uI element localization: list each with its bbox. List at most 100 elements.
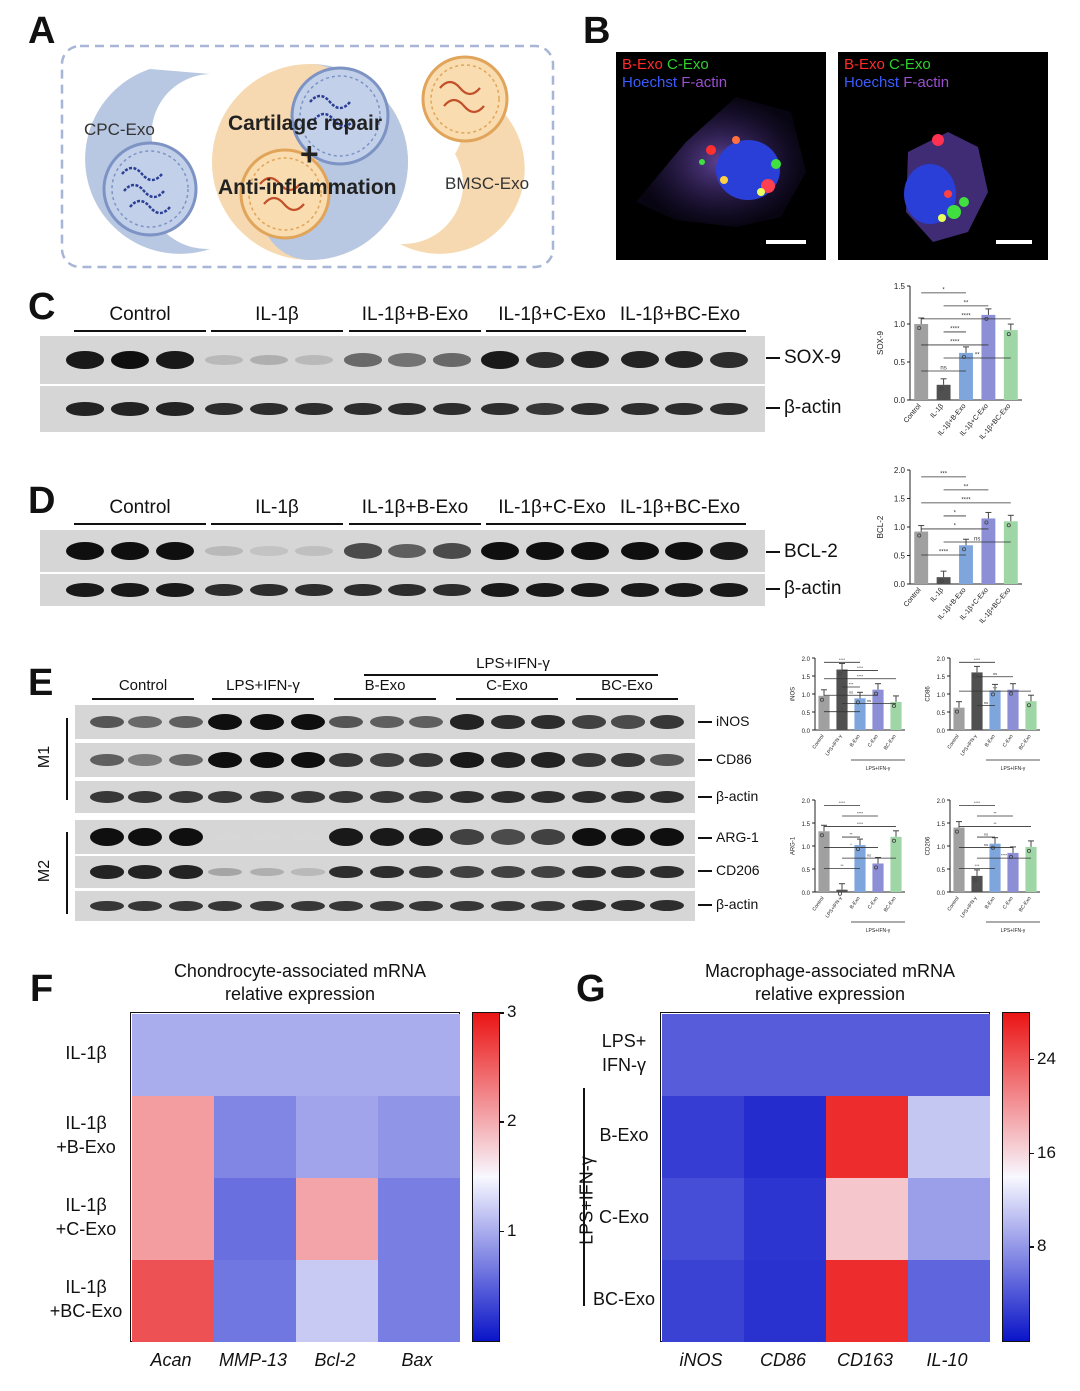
y-tick-label: 1.0	[802, 693, 811, 699]
blot-band	[169, 828, 203, 846]
blot-group-line	[486, 523, 618, 525]
blot-band	[491, 829, 525, 845]
blot-band	[128, 715, 162, 728]
panel-label-f: F	[30, 968, 54, 1010]
heatmap-col-label: Bcl-2	[314, 1350, 356, 1370]
data-point	[856, 700, 861, 705]
blot-band	[650, 753, 684, 767]
x-tick-label: Control	[946, 896, 960, 913]
heatmap-cell	[295, 1177, 378, 1260]
blot-band	[481, 583, 519, 597]
blot-band	[156, 402, 194, 416]
data-point	[1009, 691, 1014, 696]
data-point	[874, 865, 879, 870]
blot-band	[329, 791, 363, 803]
blot-band	[208, 867, 242, 877]
blot-band	[205, 355, 243, 365]
blot-band	[370, 753, 404, 767]
bar	[1003, 521, 1018, 584]
significance-label: ns	[940, 366, 946, 372]
heatmap-f-title-line1: Chondrocyte-associated mRNA	[173, 961, 427, 981]
blot-band	[531, 714, 565, 730]
blot-band	[526, 351, 564, 369]
blot-group-line	[74, 523, 206, 525]
cd206-label: CD206	[698, 862, 760, 878]
blot-band	[329, 752, 363, 768]
blot-band	[611, 791, 645, 803]
blot-group-label: IL-1β+C-Exo	[498, 304, 606, 325]
blot-band	[370, 715, 404, 729]
factin-legend: F-actin	[681, 74, 728, 91]
heatmap-cell	[213, 1259, 296, 1342]
data-point	[939, 579, 944, 584]
blot-band	[388, 353, 426, 367]
data-point	[962, 547, 967, 552]
lps-ifn-group-label: LPS+IFN-γ	[476, 655, 550, 672]
heatmap-cell	[661, 1259, 744, 1342]
blot-band	[66, 351, 104, 369]
significance-label: ***	[940, 471, 948, 477]
blot-band	[66, 542, 104, 560]
heatmap-cell	[825, 1177, 908, 1260]
heatmap-f-title-line2: relative expression	[224, 984, 376, 1004]
blot-band	[90, 828, 124, 846]
colorbar-tick	[1029, 1152, 1034, 1155]
x-tick-label: LPS+IFN-γ	[960, 895, 979, 919]
bar	[959, 352, 973, 400]
inos-label: iNOS	[698, 713, 749, 729]
x-tick-label: LPS+IFN-γ	[825, 733, 844, 757]
y-axis-label: BCL-2	[876, 515, 885, 538]
blot-band	[90, 865, 124, 879]
blot-group-line	[334, 698, 436, 700]
x-tick-label: Control	[903, 402, 923, 424]
blot-band	[90, 715, 124, 729]
blot-band	[90, 753, 124, 767]
blot-band	[450, 791, 484, 803]
blot-band	[344, 543, 382, 559]
blot-band	[295, 355, 333, 365]
data-point	[962, 354, 967, 359]
blot-band	[329, 900, 363, 912]
y-tick-label: 0.0	[894, 580, 906, 589]
heatmap-cell	[213, 1013, 296, 1096]
significance-label: ****	[1001, 853, 1008, 858]
heatmap-cell	[131, 1259, 214, 1342]
factin-legend-2: F-actin	[903, 74, 950, 91]
blot-band	[388, 543, 426, 558]
x-tick-label: B-Exo	[984, 734, 997, 749]
heatmap-cell	[295, 1259, 378, 1342]
y-tick-label: 0.5	[894, 552, 906, 561]
blot-band	[531, 829, 565, 845]
heatmap-cell	[825, 1095, 908, 1178]
m1-bracket	[66, 718, 68, 800]
significance-label: ns	[984, 832, 988, 837]
blot-group-label: LPS+IFN-γ	[226, 677, 300, 694]
blot-group-label: IL-1β	[255, 304, 299, 325]
colorbar-tick-label: 24	[1037, 1048, 1056, 1068]
cd86-label: CD86	[698, 751, 752, 767]
microscopy-image-1: B-Exo C-Exo Hoechst F-actin	[616, 52, 826, 260]
blot-band	[295, 402, 333, 416]
bmsc-exo-label: BMSC-Exo	[445, 174, 530, 193]
blot-band	[169, 753, 203, 766]
blot-band	[250, 402, 288, 416]
blot-band	[66, 583, 104, 597]
data-point	[917, 533, 922, 538]
x-tick-label: BC-Exo	[883, 734, 898, 752]
blot-band	[491, 865, 525, 879]
b-exo-legend-2: B-Exo	[844, 56, 885, 73]
significance-label: ns	[867, 853, 871, 858]
significance-label: ****	[857, 673, 864, 678]
hoechst-legend-2: Hoechst	[844, 74, 900, 91]
blot-band	[665, 351, 703, 369]
x-tick-label: Control	[811, 896, 825, 913]
heatmap-cell	[907, 1013, 990, 1096]
blot-band	[205, 546, 243, 556]
blot-band	[329, 865, 363, 879]
blot-band	[621, 542, 659, 560]
heatmap-cell	[825, 1013, 908, 1096]
y-tick-label: 1.5	[937, 822, 946, 828]
blot-group-label: Control	[109, 497, 171, 518]
colorbar	[1002, 1012, 1030, 1342]
blot-band	[531, 752, 565, 768]
